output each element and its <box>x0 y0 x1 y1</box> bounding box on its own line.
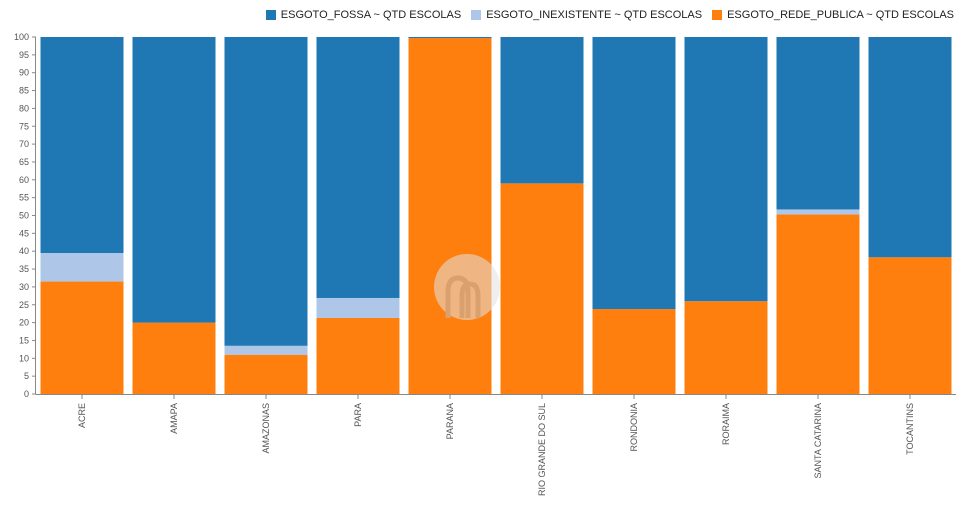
y-tick-label: 20 <box>19 318 29 328</box>
legend-item-fossa[interactable]: ESGOTO_FOSSA ~ QTD ESCOLAS <box>265 9 462 21</box>
bar-segment <box>40 281 124 394</box>
bar-segment <box>500 37 584 184</box>
x-tick-label: AMAPA <box>169 403 179 434</box>
bar-segment <box>316 37 400 298</box>
bar-segment <box>500 183 584 394</box>
y-tick-label: 65 <box>19 157 29 167</box>
watermark-logo-icon <box>434 254 500 320</box>
y-tick-label: 15 <box>19 335 29 345</box>
y-tick-label: 70 <box>19 139 29 149</box>
y-tick-label: 85 <box>19 86 29 96</box>
bar-segment <box>776 37 860 210</box>
x-tick-label: RIO GRANDE DO SUL <box>537 403 547 496</box>
x-tick-label: RORAIMA <box>721 403 731 445</box>
y-tick-label: 5 <box>24 371 29 381</box>
bar-segment <box>592 309 676 394</box>
legend-swatch-fossa <box>265 10 276 20</box>
y-tick-label: 95 <box>19 50 29 60</box>
bar-segment <box>40 37 124 253</box>
bar-segment <box>224 354 308 394</box>
x-tick-label: ACRE <box>77 403 87 428</box>
bar-segment <box>132 37 216 323</box>
bar-segment <box>408 38 492 395</box>
legend-swatch-inexistente <box>471 10 482 20</box>
y-tick-label: 35 <box>19 264 29 274</box>
y-tick-label: 90 <box>19 68 29 78</box>
y-tick-label: 10 <box>19 353 29 363</box>
legend-item-rede-publica[interactable]: ESGOTO_REDE_PUBLICA ~ QTD ESCOLAS <box>712 9 954 21</box>
bar-segment <box>776 214 860 394</box>
bar-segment <box>776 209 860 215</box>
bar-segment <box>224 37 308 346</box>
bar-segment <box>684 301 768 394</box>
y-tick-label: 45 <box>19 228 29 238</box>
x-tick-label: PARANA <box>445 403 455 439</box>
y-tick-label: 30 <box>19 282 29 292</box>
y-tick-label: 50 <box>19 211 29 221</box>
bars <box>40 37 952 395</box>
y-tick-label: 0 <box>24 389 29 399</box>
legend-label-rede-publica: ESGOTO_REDE_PUBLICA ~ QTD ESCOLAS <box>727 9 954 21</box>
y-tick-label: 25 <box>19 300 29 310</box>
bar-segment <box>316 317 400 394</box>
y-tick-label: 55 <box>19 193 29 203</box>
y-tick-label: 80 <box>19 103 29 113</box>
y-tick-label: 75 <box>19 121 29 131</box>
x-tick-label: SANTA CATARINA <box>813 403 823 479</box>
bar-segment <box>684 37 768 302</box>
bar-segment <box>316 297 400 318</box>
x-tick-label: TOCANTINS <box>905 403 915 455</box>
y-tick-label: 100 <box>14 32 29 42</box>
bar-segment <box>132 322 216 394</box>
y-axis: 0 5 10 15 20 25 30 35 40 45 50 55 60 65 70 75 80 85 90 95 10… <box>14 32 36 399</box>
legend-swatch-rede-publica <box>712 10 723 20</box>
y-tick-label: 60 <box>19 175 29 185</box>
bar-segment <box>868 37 952 258</box>
legend-item-inexistente[interactable]: ESGOTO_INEXISTENTE ~ QTD ESCOLAS <box>471 9 702 21</box>
x-tick-label: AMAZONAS <box>261 403 271 454</box>
bar-segment <box>868 257 952 394</box>
x-tick-label: RONDONIA <box>629 403 639 452</box>
legend: ESGOTO_FOSSA ~ QTD ESCOLAS ESGOTO_INEXIS… <box>265 9 954 21</box>
bar-segment <box>40 252 124 282</box>
legend-label-inexistente: ESGOTO_INEXISTENTE ~ QTD ESCOLAS <box>486 9 703 21</box>
x-tick-label: PARA <box>353 403 363 427</box>
legend-label-fossa: ESGOTO_FOSSA ~ QTD ESCOLAS <box>280 9 462 21</box>
x-axis: ACRE AMAPA AMAZONAS PARA PARANA RIO GRANDE DO… <box>35 394 956 496</box>
bar-segment <box>224 345 308 355</box>
bar-segment <box>592 37 676 310</box>
y-tick-label: 40 <box>19 246 29 256</box>
bar-segment <box>408 37 492 39</box>
